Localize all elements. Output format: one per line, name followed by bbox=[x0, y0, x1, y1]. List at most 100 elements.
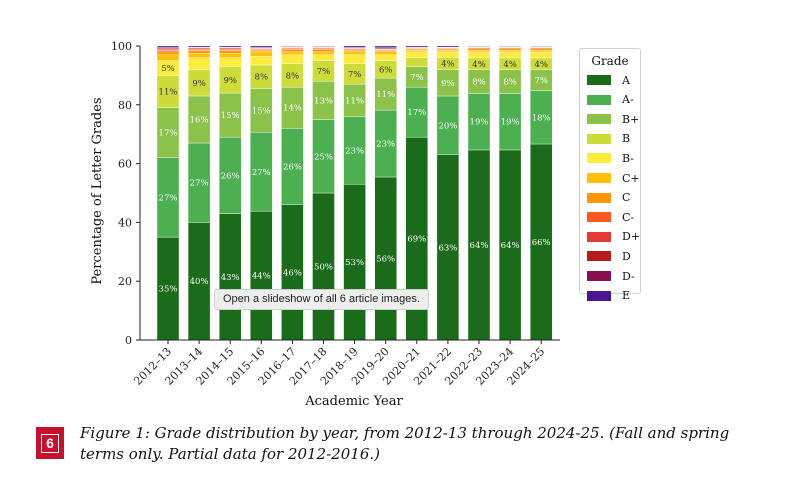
bar-segment-bminus bbox=[436, 51, 460, 58]
legend-item: B- bbox=[587, 150, 634, 166]
bar-segment-e bbox=[187, 45, 211, 48]
legend-item: C+ bbox=[587, 170, 640, 186]
data-label: 26% bbox=[221, 171, 240, 181]
bar-segment-e bbox=[374, 45, 397, 48]
bar-segment-c bbox=[498, 48, 522, 51]
bar-segment-c bbox=[187, 50, 211, 54]
data-label: 15% bbox=[252, 106, 271, 116]
y-tick-label: 20 bbox=[118, 275, 132, 288]
bar-segment-b bbox=[405, 57, 428, 67]
data-label: 16% bbox=[190, 116, 209, 126]
bar-segment-cplus bbox=[187, 53, 211, 58]
data-label: 44% bbox=[252, 272, 271, 282]
legend-title: Grade bbox=[591, 54, 629, 68]
data-label: 46% bbox=[283, 268, 302, 278]
bar-segment-e bbox=[405, 45, 428, 48]
data-label: 7% bbox=[410, 73, 424, 83]
data-label: 4% bbox=[534, 60, 548, 70]
data-label: 8% bbox=[472, 78, 486, 88]
legend-swatch bbox=[587, 290, 611, 301]
data-label: 53% bbox=[345, 258, 364, 268]
data-label: 8% bbox=[503, 78, 517, 88]
data-label: 13% bbox=[314, 96, 333, 106]
data-label: 63% bbox=[438, 243, 457, 253]
data-label: 64% bbox=[470, 241, 489, 251]
bar-segment-bminus bbox=[250, 56, 273, 66]
figure-number: 6 bbox=[41, 433, 59, 453]
legend-label: D+ bbox=[622, 230, 641, 244]
bar-segment-c bbox=[250, 49, 273, 53]
legend-swatch bbox=[587, 251, 611, 262]
slideshow-tooltip: Open a slideshow of all 6 article images… bbox=[214, 289, 429, 310]
data-label: 17% bbox=[159, 129, 178, 139]
y-tick-label: 0 bbox=[125, 334, 132, 347]
data-label: 50% bbox=[314, 263, 333, 273]
data-label: 8% bbox=[286, 71, 300, 81]
bar-segment-c bbox=[218, 50, 242, 54]
legend-swatch bbox=[587, 94, 611, 105]
data-label: 7% bbox=[534, 76, 548, 86]
legend-item: D+ bbox=[587, 229, 640, 245]
bar-segment-bminus bbox=[467, 51, 491, 59]
legend-swatch bbox=[587, 212, 611, 223]
bar-segment-e bbox=[467, 45, 491, 47]
bar-segment-c bbox=[467, 48, 491, 51]
legend-label: C+ bbox=[622, 171, 640, 185]
data-label: 43% bbox=[221, 273, 240, 283]
data-label: 9% bbox=[441, 79, 455, 89]
figure-caption: Figure 1: Grade distribution by year, fr… bbox=[80, 424, 730, 463]
y-tick-label: 60 bbox=[118, 158, 132, 171]
bar-segment-c bbox=[343, 49, 366, 53]
legend-swatch bbox=[587, 231, 611, 242]
legend-swatch bbox=[587, 271, 611, 281]
data-label: 4% bbox=[441, 60, 455, 70]
data-label: 14% bbox=[283, 104, 302, 114]
bar-segment-cplus bbox=[498, 49, 522, 53]
data-label: 7% bbox=[348, 70, 362, 80]
figure-number-badge[interactable]: 6 bbox=[36, 427, 64, 459]
y-axis-title: Percentage of Letter Grades bbox=[90, 97, 105, 284]
data-label: 4% bbox=[472, 60, 486, 70]
bar-segment-e bbox=[530, 45, 553, 47]
bar-segment-bminus bbox=[405, 51, 428, 58]
data-label: 27% bbox=[159, 193, 178, 203]
bar-segment-cplus bbox=[312, 51, 335, 56]
bar-segment-cplus bbox=[250, 51, 273, 57]
y-tick-label: 100 bbox=[111, 40, 132, 53]
data-label: 19% bbox=[470, 118, 489, 128]
bar-segment-bminus bbox=[187, 57, 211, 70]
legend-item: A- bbox=[587, 92, 634, 108]
legend-item: C bbox=[587, 190, 630, 206]
bar-segment-c bbox=[156, 51, 180, 56]
bar-segment-bminus bbox=[498, 51, 522, 59]
data-label: 15% bbox=[221, 111, 240, 121]
data-label: 27% bbox=[252, 168, 271, 178]
bar-segment-e bbox=[156, 45, 180, 48]
data-label: 56% bbox=[376, 254, 395, 264]
data-label: 19% bbox=[501, 118, 520, 128]
bar-segment-cplus bbox=[405, 49, 428, 53]
bar-segment-cplus bbox=[467, 49, 491, 53]
legend-label: B+ bbox=[622, 112, 640, 126]
data-label: 9% bbox=[192, 79, 206, 89]
legend-swatch bbox=[587, 114, 611, 125]
legend-swatch bbox=[587, 153, 611, 164]
legend-label: D bbox=[622, 249, 631, 263]
data-label: 6% bbox=[379, 65, 393, 75]
legend-item: D- bbox=[587, 268, 635, 284]
data-label: 26% bbox=[283, 163, 302, 173]
data-label: 11% bbox=[376, 90, 395, 100]
data-label: 20% bbox=[438, 121, 457, 131]
data-label: 23% bbox=[345, 146, 364, 156]
bar-segment-cplus bbox=[218, 53, 242, 58]
legend-swatch bbox=[587, 133, 611, 144]
bar-segment-bminus bbox=[218, 57, 242, 67]
chart-legend: Grade A A- B+ B B- C+ C C- D+ D D- E bbox=[579, 48, 641, 302]
bar-segment-c bbox=[530, 48, 553, 51]
x-axis-title: Academic Year bbox=[304, 394, 403, 409]
bar-segment-c bbox=[374, 50, 397, 53]
bar-segment-cplus bbox=[436, 49, 460, 53]
legend-label: C- bbox=[622, 210, 635, 224]
legend-item: E bbox=[587, 288, 630, 304]
legend-item: A bbox=[587, 72, 630, 88]
